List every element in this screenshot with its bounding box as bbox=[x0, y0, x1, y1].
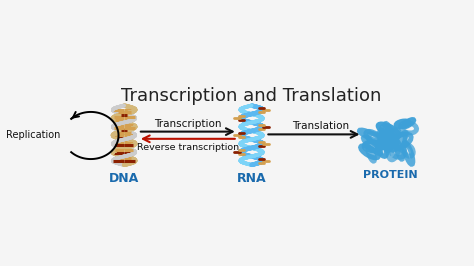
Text: DNA: DNA bbox=[109, 172, 139, 185]
Text: Transcription: Transcription bbox=[154, 119, 221, 129]
Text: RNA: RNA bbox=[237, 172, 266, 185]
Text: PROTEIN: PROTEIN bbox=[363, 170, 418, 180]
Text: Reverse transcription: Reverse transcription bbox=[137, 143, 239, 152]
Text: Transcription and Translation: Transcription and Translation bbox=[121, 87, 382, 105]
Text: Translation: Translation bbox=[292, 121, 349, 131]
Text: Replication: Replication bbox=[6, 131, 60, 140]
